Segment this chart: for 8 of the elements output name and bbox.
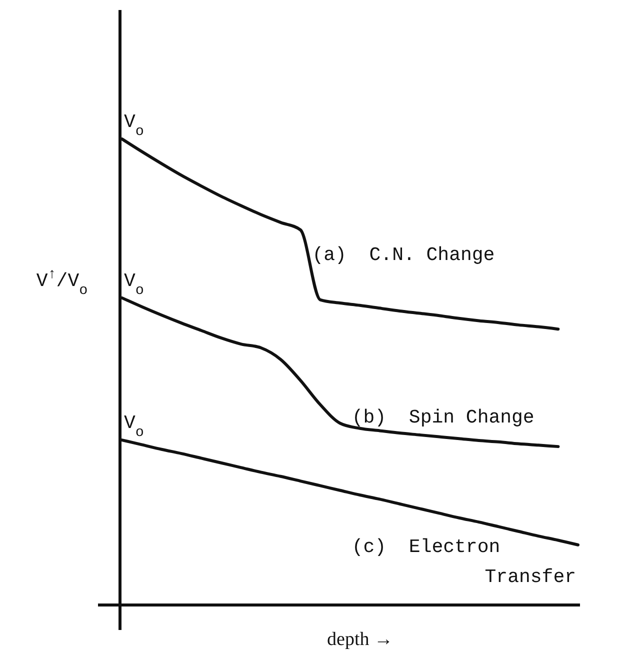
- series-label: (c) Electron Transfer: [352, 536, 576, 588]
- annotation: V$_{o}$: [124, 270, 144, 299]
- y-axis-title: V$^{↑}$/V$_{o}$: [36, 266, 88, 299]
- series-label: (a) C.N. Change: [312, 244, 495, 266]
- annotation: V$_{o}$: [124, 412, 144, 442]
- annotation: V$_{o}$: [124, 111, 144, 140]
- series-label: (b) Spin Change: [352, 406, 534, 428]
- x-axis-title: depth →: [327, 629, 393, 650]
